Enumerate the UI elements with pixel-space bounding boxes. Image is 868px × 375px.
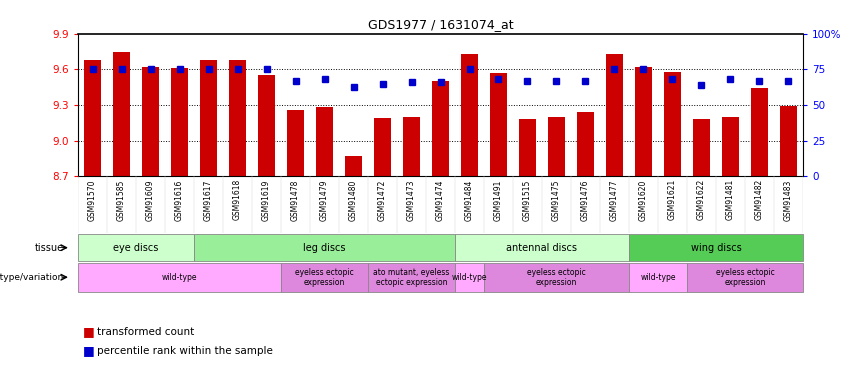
Text: GSM91620: GSM91620 [639, 179, 648, 220]
Text: eyeless ectopic
expression: eyeless ectopic expression [715, 267, 774, 287]
Text: GSM91616: GSM91616 [175, 179, 184, 220]
Bar [200, 60, 217, 176]
Text: wild-type: wild-type [161, 273, 197, 282]
Bar [171, 68, 188, 176]
Text: eyeless ectopic
expression: eyeless ectopic expression [295, 267, 354, 287]
Bar [403, 117, 420, 176]
Bar [368, 262, 455, 292]
Text: GSM91475: GSM91475 [552, 179, 561, 221]
Bar [78, 262, 281, 292]
Bar [455, 262, 484, 292]
Text: GSM91477: GSM91477 [610, 179, 619, 221]
Bar [258, 75, 275, 176]
Text: GSM91585: GSM91585 [117, 179, 126, 220]
Text: GSM91619: GSM91619 [262, 179, 271, 220]
Text: wild-type: wild-type [641, 273, 675, 282]
Text: GSM91515: GSM91515 [523, 179, 532, 220]
Text: GSM91474: GSM91474 [436, 179, 445, 221]
Bar [194, 234, 455, 261]
Text: GSM91481: GSM91481 [726, 179, 735, 220]
Text: percentile rank within the sample: percentile rank within the sample [97, 346, 273, 355]
Text: GSM91476: GSM91476 [581, 179, 590, 221]
Bar [606, 54, 623, 176]
Text: eyeless ectopic
expression: eyeless ectopic expression [527, 267, 586, 287]
Bar [286, 110, 305, 176]
Bar [548, 117, 565, 176]
Text: ■: ■ [82, 344, 95, 357]
Bar [751, 88, 768, 176]
Bar [484, 262, 629, 292]
Text: GSM91621: GSM91621 [668, 179, 677, 220]
Bar [664, 72, 681, 176]
Text: GSM91609: GSM91609 [146, 179, 155, 221]
Text: GSM91618: GSM91618 [233, 179, 242, 220]
Bar [461, 54, 478, 176]
Text: GSM91484: GSM91484 [465, 179, 474, 220]
Bar [576, 112, 595, 176]
Bar [779, 106, 797, 176]
Text: antennal discs: antennal discs [507, 243, 577, 253]
Bar [629, 262, 687, 292]
Bar [721, 117, 740, 176]
Text: GSM91570: GSM91570 [89, 179, 97, 221]
Text: ■: ■ [82, 326, 95, 338]
Bar [84, 60, 102, 176]
Text: ato mutant, eyeless
ectopic expression: ato mutant, eyeless ectopic expression [373, 267, 450, 287]
Bar [281, 262, 368, 292]
Text: eye discs: eye discs [114, 243, 159, 253]
Text: wing discs: wing discs [691, 243, 741, 253]
Bar [345, 156, 362, 176]
Bar [229, 60, 247, 176]
Text: GSM91480: GSM91480 [349, 179, 358, 220]
Text: tissue: tissue [35, 243, 63, 253]
Bar [629, 234, 803, 261]
Bar [687, 262, 803, 292]
Bar [374, 118, 391, 176]
Text: GSM91482: GSM91482 [755, 179, 764, 220]
Text: GSM91617: GSM91617 [204, 179, 213, 220]
Text: transformed count: transformed count [97, 327, 194, 337]
Text: GSM91478: GSM91478 [291, 179, 300, 220]
Bar [455, 234, 629, 261]
Title: GDS1977 / 1631074_at: GDS1977 / 1631074_at [368, 18, 513, 31]
Bar [141, 67, 160, 176]
Text: GSM91479: GSM91479 [320, 179, 329, 221]
Bar [78, 234, 194, 261]
Bar [113, 52, 130, 176]
Text: GSM91473: GSM91473 [407, 179, 416, 221]
Text: wild-type: wild-type [451, 273, 487, 282]
Text: GSM91483: GSM91483 [784, 179, 792, 220]
Bar [635, 67, 652, 176]
Bar [431, 81, 450, 176]
Text: genotype/variation: genotype/variation [0, 273, 63, 282]
Bar [519, 119, 536, 176]
Bar [490, 73, 507, 176]
Text: GSM91472: GSM91472 [378, 179, 387, 220]
Bar [316, 107, 333, 176]
Bar [693, 119, 710, 176]
Text: leg discs: leg discs [303, 243, 345, 253]
Text: GSM91622: GSM91622 [697, 179, 706, 220]
Text: GSM91491: GSM91491 [494, 179, 503, 220]
